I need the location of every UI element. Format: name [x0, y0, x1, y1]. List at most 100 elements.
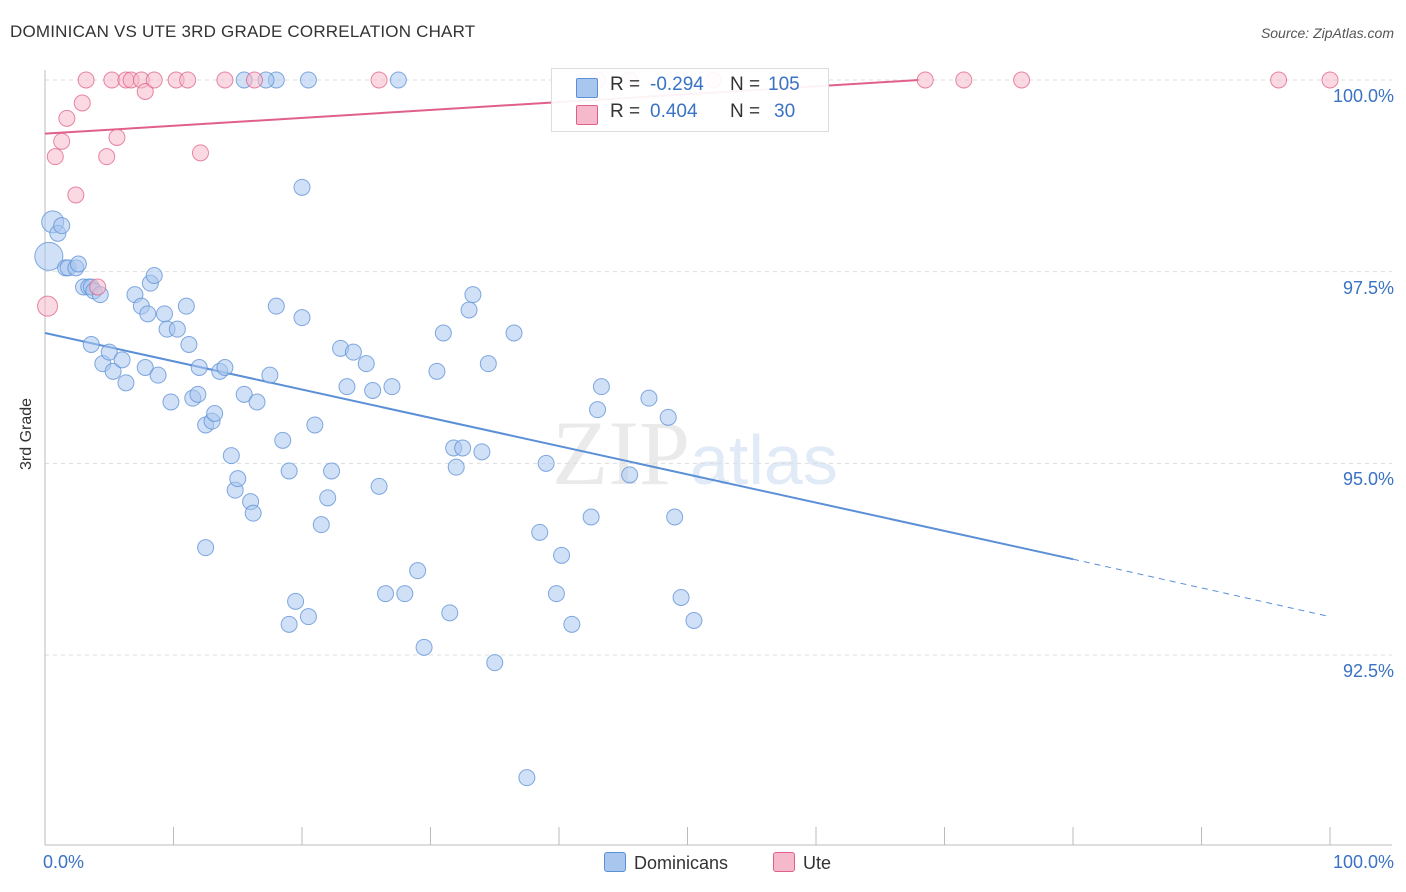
data-point-dominicans [447, 458, 465, 476]
data-point-dominicans [312, 516, 330, 534]
legend-r-value: -0.294 [650, 74, 704, 95]
y-axis-label: 3rd Grade [18, 397, 35, 470]
source-label: Source: ZipAtlas.com [1260, 25, 1394, 41]
data-point-dominicans [364, 382, 382, 399]
data-point-ute [216, 71, 234, 89]
data-point-dominicans [323, 462, 341, 480]
data-point-dominicans [206, 405, 224, 422]
data-point-dominicans [149, 366, 167, 384]
data-point-ute [103, 71, 121, 89]
data-point-dominicans [229, 470, 247, 488]
data-point-dominicans [190, 359, 208, 376]
y-tick-label: 95.0% [1342, 469, 1394, 490]
data-point-dominicans [454, 439, 472, 457]
data-point-dominicans [145, 267, 163, 284]
data-point-dominicans [244, 504, 262, 522]
bottom-legend-swatch-ute [773, 852, 795, 872]
data-point-dominicans [136, 359, 154, 376]
data-point-dominicans [464, 286, 482, 304]
data-point-dominicans [117, 374, 135, 392]
data-point-dominicans [261, 366, 279, 384]
data-point-dominicans [589, 401, 607, 419]
data-point-dominicans [396, 585, 414, 603]
legend-r-label: R = [610, 74, 641, 95]
y-tick-label: 92.5% [1342, 661, 1394, 681]
data-point-dominicans [531, 523, 549, 541]
bottom-legend-swatch-dominicans [604, 852, 626, 872]
legend-n-label: N = [730, 74, 761, 95]
data-point-dominicans [409, 562, 427, 580]
data-point-dominicans [441, 604, 459, 622]
legend-n-label: N = [730, 101, 761, 122]
data-point-dominicans [248, 393, 266, 411]
data-point-ute [67, 186, 85, 204]
data-point-dominicans [168, 320, 186, 338]
data-point-dominicans [428, 362, 446, 380]
data-point-dominicans [162, 393, 180, 411]
data-point-dominicans [267, 297, 285, 315]
data-point-dominicans [563, 615, 581, 633]
legend-n-value: 30 [774, 101, 796, 122]
data-point-ute [58, 109, 76, 127]
trend-line-extension [1072, 558, 1331, 618]
data-point-dominicans [582, 508, 600, 526]
data-point-dominicans [685, 612, 703, 629]
data-point-ute [37, 295, 59, 317]
data-point-dominicans [537, 454, 555, 472]
legend-r-label: R = [610, 101, 641, 122]
data-point-ute [191, 144, 209, 162]
data-point-dominicans [505, 324, 523, 342]
data-point-dominicans [434, 324, 452, 342]
correlation-legend: R = -0.294 N = 105 R = 0.404 N = 30 [551, 68, 829, 132]
data-point-dominicans [104, 362, 122, 380]
bottom-legend-dominicans[interactable]: Dominicans [604, 852, 728, 874]
data-point-dominicans [216, 359, 234, 376]
data-point-dominicans [460, 301, 478, 319]
data-point-dominicans [34, 241, 64, 271]
data-point-dominicans [640, 389, 658, 407]
data-point-dominicans [319, 489, 337, 507]
data-point-ute [77, 71, 95, 89]
data-point-dominicans [299, 608, 317, 626]
y-tick-label: 100.0% [1332, 86, 1394, 106]
bottom-legend-ute[interactable]: Ute [773, 852, 831, 874]
data-point-dominicans [82, 336, 100, 353]
data-point-ute [370, 71, 388, 89]
data-point-dominicans [299, 71, 317, 89]
axes [44, 70, 1392, 846]
data-point-dominicans [357, 355, 375, 373]
data-point-dominicans [553, 546, 571, 564]
data-point-dominicans [293, 178, 311, 196]
data-point-ute [98, 148, 116, 166]
data-point-ute [916, 71, 934, 89]
data-point-dominicans [156, 305, 174, 323]
data-point-dominicans [592, 378, 610, 396]
data-point-ute [1321, 71, 1339, 89]
data-point-dominicans [69, 255, 87, 273]
data-point-dominicans [338, 378, 356, 396]
data-point-dominicans [659, 408, 677, 426]
bottom-legend-label-dominicans: Dominicans [634, 853, 729, 873]
legend-swatch-dominicans [576, 78, 598, 98]
data-point-dominicans [479, 355, 497, 373]
chart-title: DOMINICAN VS UTE 3RD GRADE CORRELATION C… [10, 22, 476, 41]
data-point-dominicans [672, 589, 690, 606]
data-point-dominicans [222, 447, 240, 465]
data-point-dominicans [621, 466, 639, 484]
data-point-dominicans [473, 443, 491, 461]
legend-row-ute: R = 0.404 N = 30 [552, 101, 828, 127]
data-point-dominicans [306, 416, 324, 434]
data-point-dominicans [370, 477, 388, 495]
data-point-ute [245, 71, 263, 89]
legend-row-dominicans: R = -0.294 N = 105 [552, 74, 828, 100]
data-point-dominicans [274, 431, 292, 449]
data-point-ute [89, 278, 107, 296]
data-point-dominicans [389, 71, 407, 89]
data-points [34, 71, 1339, 787]
data-point-dominicans [547, 585, 565, 603]
gridlines [45, 79, 1392, 656]
data-point-dominicans [180, 336, 198, 353]
bottom-legend-label-ute: Ute [803, 853, 832, 873]
data-point-ute [955, 71, 973, 89]
